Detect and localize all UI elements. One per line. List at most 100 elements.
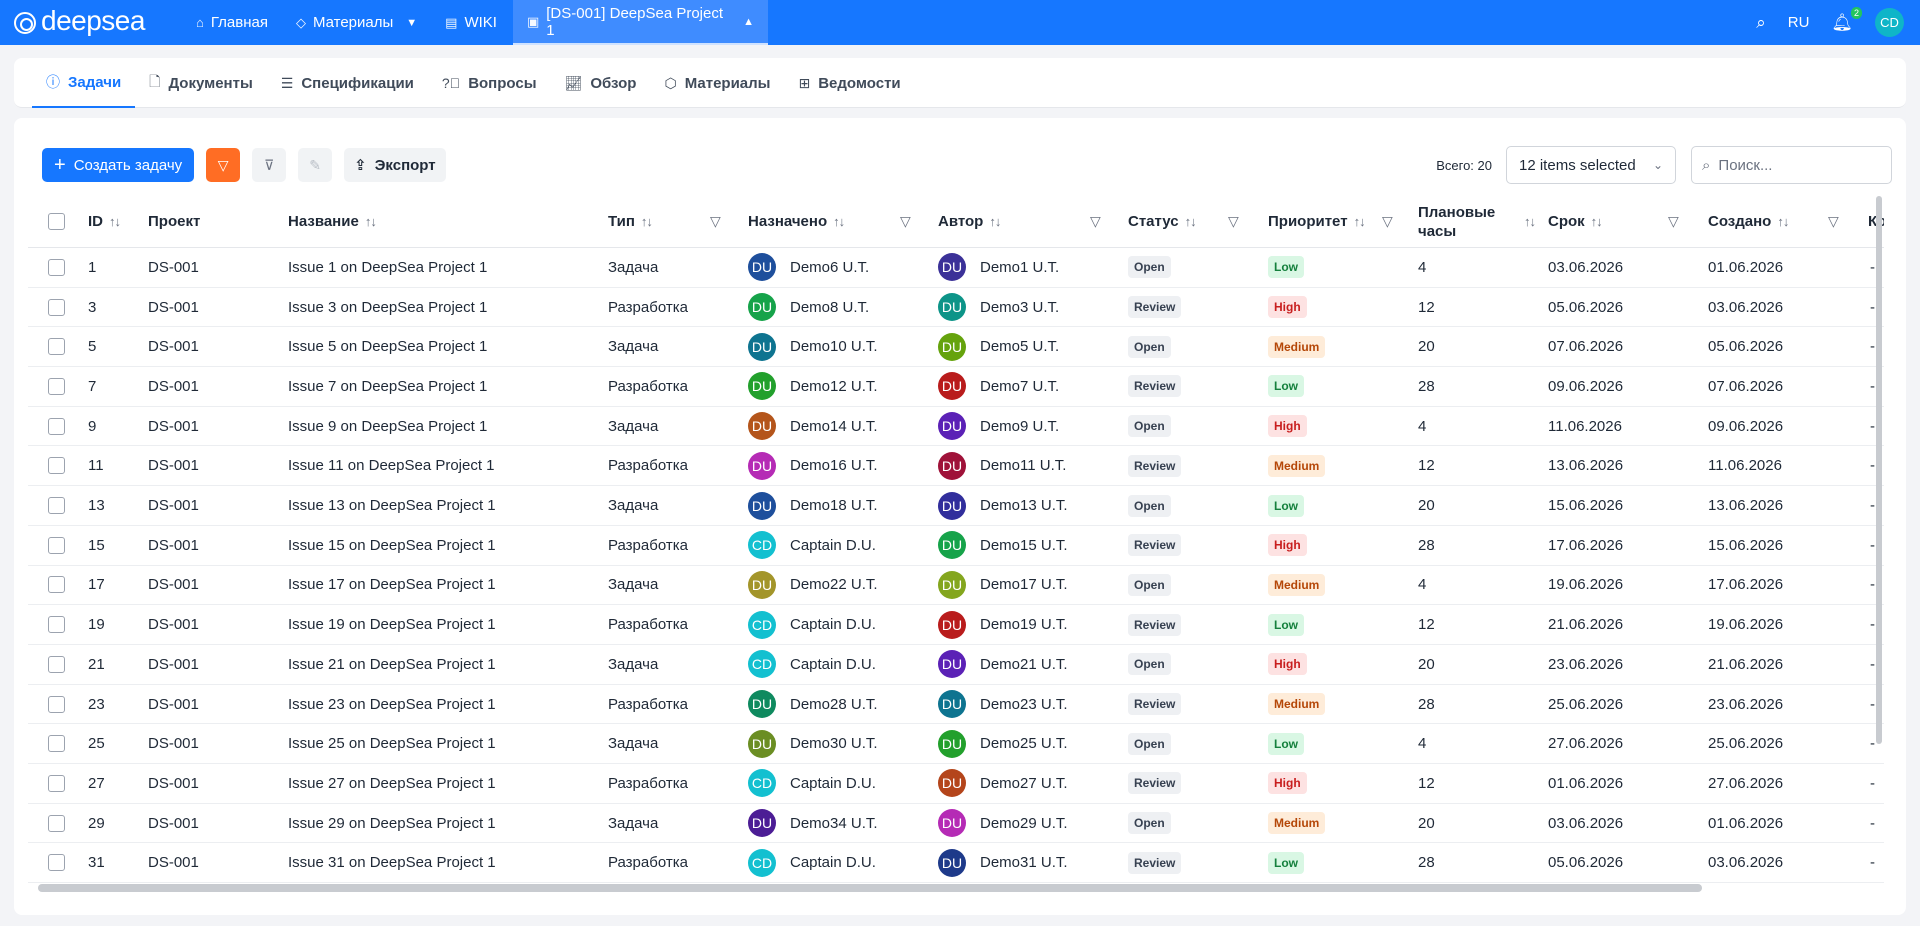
search-input[interactable]: [1718, 156, 1869, 174]
export-button[interactable]: ⇪ Экспорт: [344, 148, 446, 182]
tab-tasks[interactable]: ⓘ Задачи: [32, 58, 136, 108]
table-row[interactable]: 23 DS-001 Issue 23 on DeepSea Project 1 Раз…: [28, 685, 1884, 725]
filter-button[interactable]: ▽: [206, 148, 241, 182]
tab-statements[interactable]: ⊞ Ведомости: [784, 58, 914, 108]
cell-name[interactable]: Issue 13 on DeepSea Project 1: [288, 497, 496, 515]
cell-name[interactable]: Issue 27 on DeepSea Project 1: [288, 774, 496, 792]
row-checkbox[interactable]: [48, 258, 65, 276]
row-checkbox[interactable]: [48, 497, 65, 515]
sort-icon[interactable]: ↑↓: [1184, 214, 1197, 229]
row-checkbox[interactable]: [48, 576, 65, 594]
table-row[interactable]: 31 DS-001 Issue 31 on DeepSea Project 1 Раз…: [28, 844, 1884, 884]
table-row[interactable]: 13 DS-001 Issue 13 on DeepSea Project 1 Зад…: [28, 486, 1884, 526]
table-row[interactable]: 19 DS-001 Issue 19 on DeepSea Project 1 Раз…: [28, 605, 1884, 645]
nav-home[interactable]: ⌂ Главная: [182, 0, 282, 45]
language-switch[interactable]: RU: [1787, 14, 1810, 31]
cell-name[interactable]: Issue 5 on DeepSea Project 1: [288, 338, 488, 356]
table-row[interactable]: 27 DS-001 Issue 27 on DeepSea Project 1 Раз…: [28, 764, 1884, 804]
col-created[interactable]: Создано ↑↓: [1708, 196, 1789, 247]
cell-name[interactable]: Issue 31 on DeepSea Project 1: [288, 854, 496, 872]
row-checkbox[interactable]: [48, 695, 65, 713]
sort-icon[interactable]: ↑↓: [1777, 214, 1789, 229]
nav-materials[interactable]: ◇ Материалы ▼: [282, 0, 431, 45]
col-priority[interactable]: Приоритет ↑↓: [1268, 196, 1366, 247]
table-row[interactable]: 17 DS-001 Issue 17 on DeepSea Project 1 Зад…: [28, 566, 1884, 606]
cell-name[interactable]: Issue 17 on DeepSea Project 1: [288, 576, 496, 594]
col-author[interactable]: Автор ↑↓: [938, 196, 1001, 247]
sort-icon[interactable]: ↑↓: [640, 214, 653, 229]
filter-icon[interactable]: ▽: [1090, 213, 1101, 229]
filter-icon[interactable]: ▽: [710, 213, 721, 229]
filter-icon[interactable]: ▽: [900, 213, 911, 229]
col-type[interactable]: Тип ↑↓: [608, 196, 653, 247]
table-row[interactable]: 21 DS-001 Issue 21 on DeepSea Project 1 Зад…: [28, 645, 1884, 685]
table-row[interactable]: 3 DS-001 Issue 3 on DeepSea Project 1 Разра…: [28, 288, 1884, 328]
columns-select[interactable]: 12 items selected ⌄: [1506, 146, 1676, 184]
tab-questions[interactable]: ?⃝ Вопросы: [428, 58, 551, 108]
select-all-checkbox[interactable]: [48, 213, 65, 230]
table-row[interactable]: 15 DS-001 Issue 15 on DeepSea Project 1 Раз…: [28, 526, 1884, 566]
cell-name[interactable]: Issue 9 on DeepSea Project 1: [288, 417, 488, 435]
col-status[interactable]: Статус ↑↓: [1128, 196, 1197, 247]
search-box[interactable]: ⌕: [1691, 146, 1892, 184]
sort-icon[interactable]: ↑↓: [989, 214, 1001, 229]
tab-documents[interactable]: 🗋︎ Документы: [135, 58, 267, 108]
table-row[interactable]: 7 DS-001 Issue 7 on DeepSea Project 1 Разра…: [28, 367, 1884, 407]
col-assignee[interactable]: Назначено ↑↓: [748, 196, 845, 247]
col-due[interactable]: Срок ↑↓: [1548, 196, 1603, 247]
row-checkbox[interactable]: [48, 536, 65, 554]
col-id[interactable]: ID ↑↓: [88, 196, 121, 247]
cell-name[interactable]: Issue 21 on DeepSea Project 1: [288, 655, 496, 673]
table-row[interactable]: 29 DS-001 Issue 29 on DeepSea Project 1 Зад…: [28, 804, 1884, 844]
row-checkbox[interactable]: [48, 735, 65, 753]
cell-name[interactable]: Issue 7 on DeepSea Project 1: [288, 377, 488, 395]
cell-name[interactable]: Issue 15 on DeepSea Project 1: [288, 536, 496, 554]
table-row[interactable]: 5 DS-001 Issue 5 on DeepSea Project 1 Задач…: [28, 327, 1884, 368]
table-row[interactable]: 1 DS-001 Issue 1 on DeepSea Project 1 Задач…: [28, 248, 1884, 288]
filter-icon[interactable]: ▽: [1228, 213, 1239, 229]
row-checkbox[interactable]: [48, 814, 65, 832]
table-row[interactable]: 9 DS-001 Issue 9 on DeepSea Project 1 Задач…: [28, 407, 1884, 447]
row-checkbox[interactable]: [48, 377, 65, 395]
nav-project[interactable]: ▣ [DS-001] DeepSea Project 1 ▲: [512, 0, 768, 45]
row-checkbox[interactable]: [48, 655, 65, 673]
table-row[interactable]: 11 DS-001 Issue 11 on DeepSea Project 1 Раз…: [28, 447, 1884, 487]
filter-icon[interactable]: ▽: [1668, 213, 1679, 229]
sort-icon[interactable]: ↑↓: [833, 214, 845, 229]
create-task-button[interactable]: + Создать задачу: [42, 148, 195, 182]
sort-icon[interactable]: ↑↓: [1590, 214, 1603, 229]
row-checkbox[interactable]: [48, 774, 65, 792]
logo[interactable]: deepsea: [14, 6, 164, 35]
tab-materials[interactable]: ⬡ Материалы: [650, 58, 784, 108]
tab-overview[interactable]: 📈︎ Обзор: [551, 58, 651, 108]
edit-button[interactable]: ✎: [298, 148, 333, 182]
cell-name[interactable]: Issue 19 on DeepSea Project 1: [288, 616, 496, 634]
table-row[interactable]: 25 DS-001 Issue 25 on DeepSea Project 1 Зад…: [28, 724, 1884, 765]
row-checkbox[interactable]: [48, 457, 65, 475]
row-checkbox[interactable]: [48, 338, 65, 356]
row-checkbox[interactable]: [48, 616, 65, 634]
clear-filter-button[interactable]: ⊽: [252, 148, 287, 182]
vertical-scrollbar[interactable]: [1876, 196, 1882, 744]
cell-name[interactable]: Issue 25 on DeepSea Project 1: [288, 735, 496, 753]
user-avatar[interactable]: CD: [1875, 8, 1904, 37]
row-checkbox[interactable]: [48, 417, 65, 435]
cell-name[interactable]: Issue 1 on DeepSea Project 1: [288, 258, 488, 276]
sort-icon[interactable]: ↑↓: [109, 214, 121, 229]
sort-icon[interactable]: ↑↓: [1524, 214, 1536, 229]
horizontal-scrollbar[interactable]: [38, 884, 1702, 892]
col-name[interactable]: Название ↑↓: [288, 196, 377, 247]
row-checkbox[interactable]: [48, 298, 65, 316]
col-hours[interactable]: Плановые часы: [1418, 196, 1495, 247]
tab-specifications[interactable]: ☰ Спецификации: [267, 58, 428, 108]
cell-name[interactable]: Issue 23 on DeepSea Project 1: [288, 695, 496, 713]
sort-icon[interactable]: ↑↓: [364, 214, 377, 229]
notifications-button[interactable]: 🔔︎ 2: [1831, 6, 1862, 33]
cell-name[interactable]: Issue 3 on DeepSea Project 1: [288, 298, 488, 316]
filter-icon[interactable]: ▽: [1828, 213, 1839, 229]
nav-wiki[interactable]: ▤ WIKI: [431, 0, 511, 45]
cell-name[interactable]: Issue 29 on DeepSea Project 1: [288, 814, 496, 832]
filter-icon[interactable]: ▽: [1382, 213, 1393, 229]
sort-icon[interactable]: ↑↓: [1353, 214, 1366, 229]
search-icon[interactable]: ⌕: [1756, 12, 1766, 32]
